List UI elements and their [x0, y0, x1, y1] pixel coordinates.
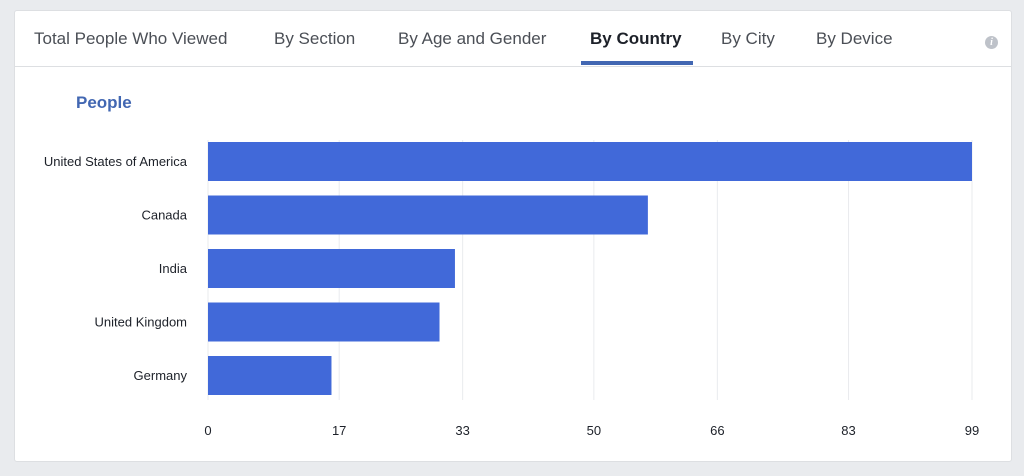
tab-by-country[interactable]: By Country: [590, 29, 682, 48]
bar[interactable]: [208, 356, 332, 395]
x-tick-label: 66: [710, 423, 724, 438]
x-tick-label: 17: [332, 423, 346, 438]
bar[interactable]: [208, 195, 648, 235]
category-label: United States of America: [44, 154, 188, 169]
tab-bar: Total People Who Viewed By Section By Ag…: [15, 11, 1011, 67]
x-tick-label: 0: [204, 423, 211, 438]
section-title: People: [76, 93, 132, 112]
x-tick-label: 99: [965, 423, 979, 438]
tab-total-people-who-viewed[interactable]: Total People Who Viewed: [34, 29, 228, 48]
bar[interactable]: [208, 302, 440, 342]
tab-by-section[interactable]: By Section: [274, 29, 356, 48]
x-tick-label: 50: [587, 423, 601, 438]
info-icon[interactable]: i: [985, 36, 998, 49]
category-label: India: [159, 261, 188, 276]
bar[interactable]: [208, 142, 972, 181]
tab-by-device[interactable]: By Device: [816, 29, 893, 48]
bar[interactable]: [208, 249, 455, 288]
category-label: United Kingdom: [95, 315, 188, 330]
category-label: Canada: [141, 208, 187, 223]
x-tick-label: 83: [841, 423, 855, 438]
x-tick-label: 33: [455, 423, 469, 438]
category-label: Germany: [134, 368, 188, 383]
tab-by-city[interactable]: By City: [721, 29, 775, 48]
insights-card: Total People Who Viewed By Section By Ag…: [14, 10, 1012, 462]
active-tab-indicator: [581, 61, 693, 65]
tab-by-age-and-gender[interactable]: By Age and Gender: [398, 29, 547, 48]
